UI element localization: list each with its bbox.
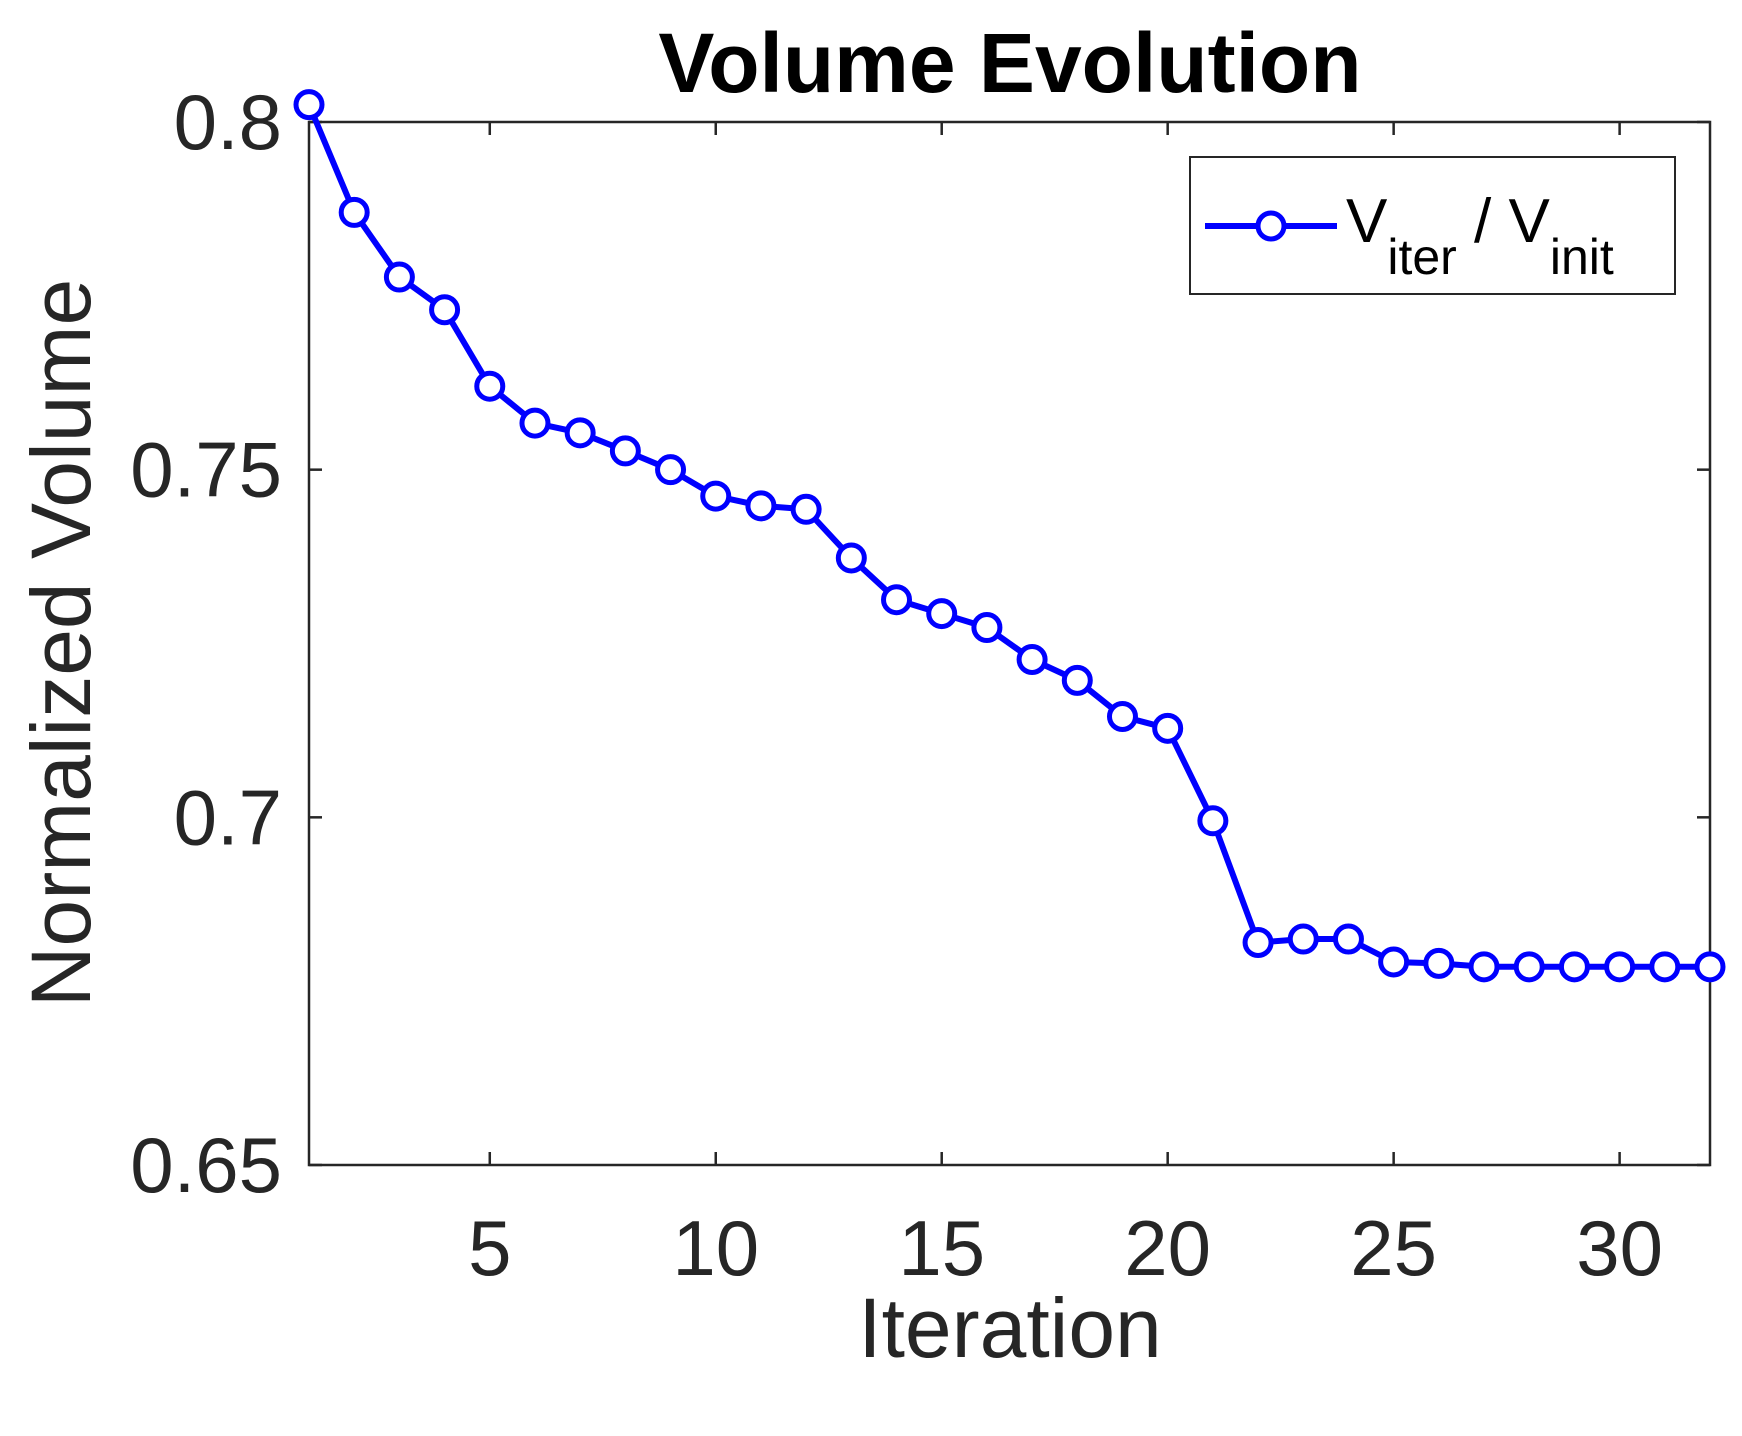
y-tick-label: 0.8: [174, 78, 282, 166]
y-tick-label: 0.75: [130, 426, 282, 514]
data-point: [971, 612, 1003, 644]
legend-entry-label: Viter / Vinit: [1346, 187, 1614, 285]
data-point: [745, 490, 777, 522]
data-point: [881, 584, 913, 616]
data-point: [383, 261, 415, 293]
x-tick-label: 5: [468, 1204, 511, 1292]
x-tick-label: 25: [1350, 1204, 1437, 1292]
data-point: [1649, 951, 1681, 983]
data-point: [1694, 951, 1726, 983]
x-axis-ticks: 5 10 15 20 25 30: [468, 122, 1663, 1292]
data-point: [835, 542, 867, 574]
data-point: [1242, 926, 1274, 958]
x-tick-label: 10: [672, 1204, 759, 1292]
data-point: [926, 598, 958, 630]
data-point: [519, 407, 551, 439]
series-v-iter-over-v-init: [293, 89, 1726, 983]
data-point: [1604, 951, 1636, 983]
data-point: [1152, 712, 1184, 744]
y-axis-ticks: 0.65 0.7 0.75 0.8: [130, 78, 1710, 1209]
data-point: [564, 417, 596, 449]
data-point: [700, 480, 732, 512]
data-point: [1016, 643, 1048, 675]
data-point: [1332, 923, 1364, 955]
data-point: [293, 89, 325, 121]
data-point: [1287, 923, 1319, 955]
legend-sub-init: init: [1550, 229, 1614, 285]
data-point: [790, 493, 822, 525]
data-point: [1106, 701, 1138, 733]
data-point: [1513, 951, 1545, 983]
data-point: [1468, 951, 1500, 983]
data-point: [429, 294, 461, 326]
y-tick-label: 0.7: [174, 773, 282, 861]
data-point: [1558, 951, 1590, 983]
data-point: [609, 435, 641, 467]
data-point: [655, 454, 687, 486]
x-tick-label: 20: [1124, 1204, 1211, 1292]
data-point: [1197, 805, 1229, 837]
legend-separator: / V: [1457, 187, 1551, 256]
legend-marker-sample: [1255, 210, 1287, 242]
data-point: [1378, 946, 1410, 978]
legend-sub-iter: iter: [1387, 229, 1456, 285]
data-point: [1061, 664, 1093, 696]
y-axis-label: Normalized Volume: [14, 279, 108, 1007]
x-axis-label: Iteration: [858, 1281, 1162, 1375]
x-tick-label: 15: [898, 1204, 985, 1292]
data-point: [338, 196, 370, 228]
legend-v: V: [1346, 187, 1388, 256]
chart-title: Volume Evolution: [658, 16, 1361, 110]
y-tick-label: 0.65: [130, 1121, 282, 1209]
x-tick-label: 30: [1576, 1204, 1663, 1292]
data-point: [1423, 947, 1455, 979]
data-point: [474, 370, 506, 402]
legend: Viter / Vinit: [1189, 156, 1676, 295]
